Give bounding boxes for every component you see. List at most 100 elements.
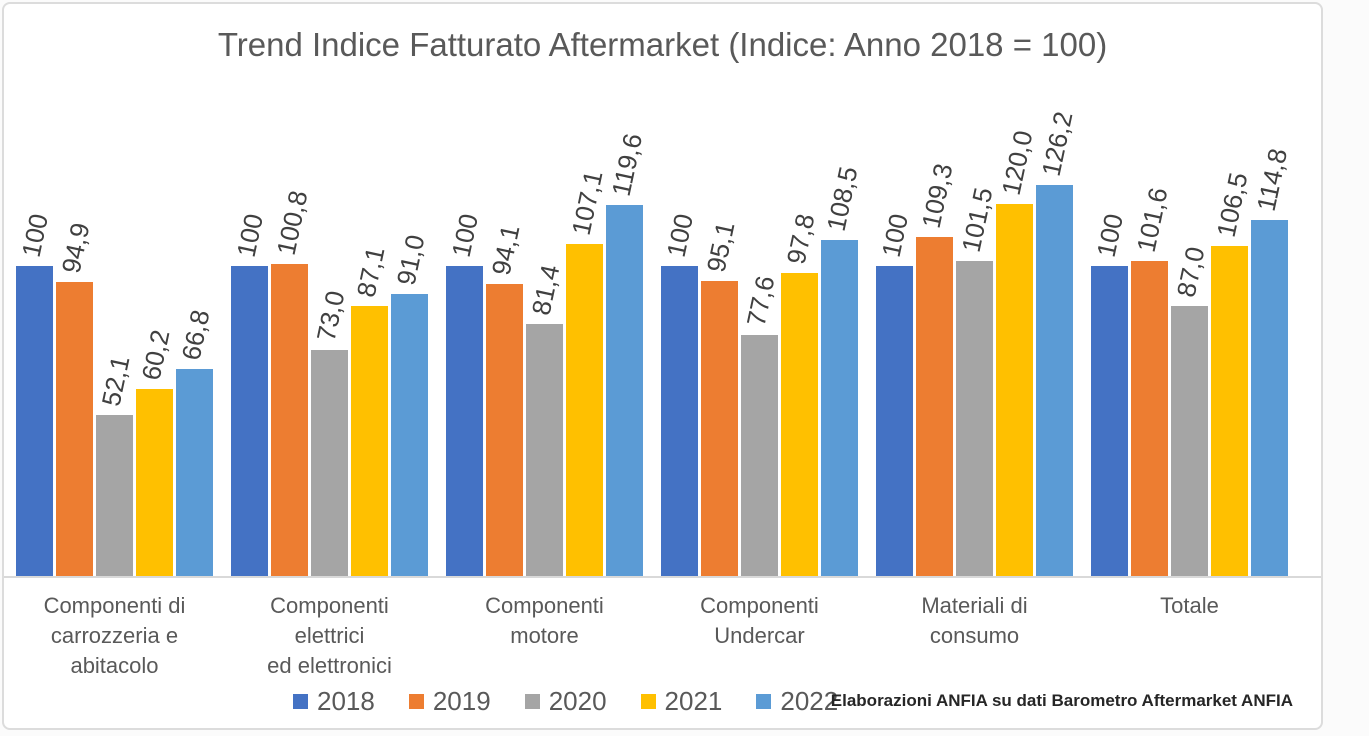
bar-value-label: 73,0 [310,287,351,344]
source-note: Elaborazioni ANFIA su dati Barometro Aft… [830,691,1293,710]
bar-cell: 91,0 [390,66,431,576]
category-label: Componenti motore [485,593,604,648]
bar-value-label: 114,8 [1250,145,1293,214]
legend-item: 2021 [640,686,723,717]
legend-item: 2022 [756,686,838,717]
bar-value-label: 81,4 [525,261,566,318]
bar-group: 100 109,3 101,5 120,0 126,2 [875,66,1078,576]
bar-cell: 100 [445,66,484,576]
bar-2022 [1036,184,1073,576]
bar-2020 [526,323,563,576]
legend-label: 2018 [317,686,375,716]
bar-cell: 114,8 [1250,66,1293,576]
legend-item: 2018 [293,686,375,717]
bar-value-label: 109,3 [915,161,959,231]
bar-2019 [1131,261,1168,576]
legend-swatch-icon [408,694,424,709]
chart-card: Trend Indice Fatturato Aftermarket (Indi… [2,2,1323,730]
bar-2020 [311,349,348,576]
bar-cell: 101,5 [955,66,998,576]
bar-cell: 66,8 [175,66,216,576]
bar-2020 [96,414,133,576]
bar-group: 100 100,8 73,0 87,1 91,0 [230,66,431,576]
category-label: Componenti Undercar [700,593,819,648]
bar-cell: 100 [660,66,699,576]
bar-value-label: 94,9 [55,219,96,276]
bar-2018 [661,266,698,576]
legend-item: 2020 [524,686,607,717]
legend-label: 2021 [664,686,723,716]
bar-2021 [136,389,173,576]
bar-cell: 100 [875,66,914,576]
bar-value-label: 95,1 [700,219,741,275]
category-label: Materiali di consumo [921,593,1028,648]
bar-2019 [701,281,738,576]
bar-value-label: 107,1 [565,167,609,238]
bar-cell: 97,8 [780,66,821,576]
bar-cell: 94,1 [485,66,526,576]
bar-2021 [566,244,603,576]
bar-group: 100 101,6 87,0 106,5 114,8 [1090,66,1293,576]
bar-cell: 119,6 [605,66,648,576]
legend-swatch-icon [640,694,656,709]
bar-value-label: 119,6 [605,131,648,200]
bar-cell: 108,5 [820,66,863,576]
bar-value-label: 87,1 [350,244,391,300]
bar-2021 [996,204,1033,576]
legend-label: 2020 [548,686,607,716]
bar-cell: 109,3 [915,66,958,576]
category-label: Componenti di carrozzeria e abitacolo [43,593,186,678]
bar-cell: 100 [1090,66,1129,576]
bar-2019 [916,237,953,576]
legend-swatch-icon [293,694,308,709]
bar-value-label: 100 [875,211,914,260]
bar-value-label: 106,5 [1210,169,1254,240]
bar-cell: 107,1 [565,66,608,576]
bar-value-label: 100 [445,211,484,260]
bar-2022 [176,368,213,576]
bar-value-label: 101,5 [955,185,999,256]
plot-area: 100 94,9 52,1 60,2 66,8 100 100,8 73,0 87,1 91,0 1… [4,66,1321,578]
bar-2019 [271,263,308,576]
bar-2019 [486,284,523,576]
bar-2022 [391,293,428,576]
bar-2018 [16,266,53,576]
bar-cell: 81,4 [525,66,566,576]
bar-cell: 106,5 [1210,66,1253,576]
bar-2018 [1091,266,1128,576]
bar-cell: 52,1 [95,66,136,576]
bar-value-label: 91,0 [390,231,431,288]
bar-value-label: 52,1 [95,352,136,409]
bar-cell: 100,8 [270,66,313,576]
bottom-row: 2018 2019 2020 2021 2022 Elaborazioni ANFIA … [4,684,1321,718]
bar-value-label: 77,6 [740,273,781,330]
bar-value-label: 94,1 [485,222,526,279]
bar-cell: 120,0 [995,66,1038,576]
bar-cell: 100 [230,66,269,576]
legend-item: 2019 [408,686,491,717]
bar-cell: 95,1 [700,66,741,576]
chart-title: Trend Indice Fatturato Aftermarket (Indi… [217,26,1108,63]
bar-value-label: 97,8 [780,210,821,267]
bar-2021 [1211,245,1248,576]
bar-2020 [956,261,993,576]
bar-value-label: 100 [1090,211,1129,260]
bar-2022 [1251,220,1288,576]
bar-value-label: 120,0 [995,127,1039,198]
bar-2018 [876,266,913,576]
bar-cell: 60,2 [135,66,176,576]
bar-2022 [821,239,858,576]
bar-value-label: 100 [230,211,269,260]
bar-value-label: 100,8 [270,187,314,258]
bar-value-label: 66,8 [175,306,216,363]
bar-2018 [446,266,483,576]
bar-group: 100 94,9 52,1 60,2 66,8 [15,66,216,576]
legend: 2018 2019 2020 2021 2022 [293,686,838,717]
legend-swatch-icon [524,694,540,709]
bar-value-label: 108,5 [820,163,864,234]
category-label: Componenti elettrici ed elettronici [267,593,392,678]
bar-value-label: 87,0 [1170,244,1211,301]
legend-label: 2019 [432,686,491,716]
bar-value-label: 60,2 [135,327,176,384]
bar-value-label: 100 [15,211,54,260]
